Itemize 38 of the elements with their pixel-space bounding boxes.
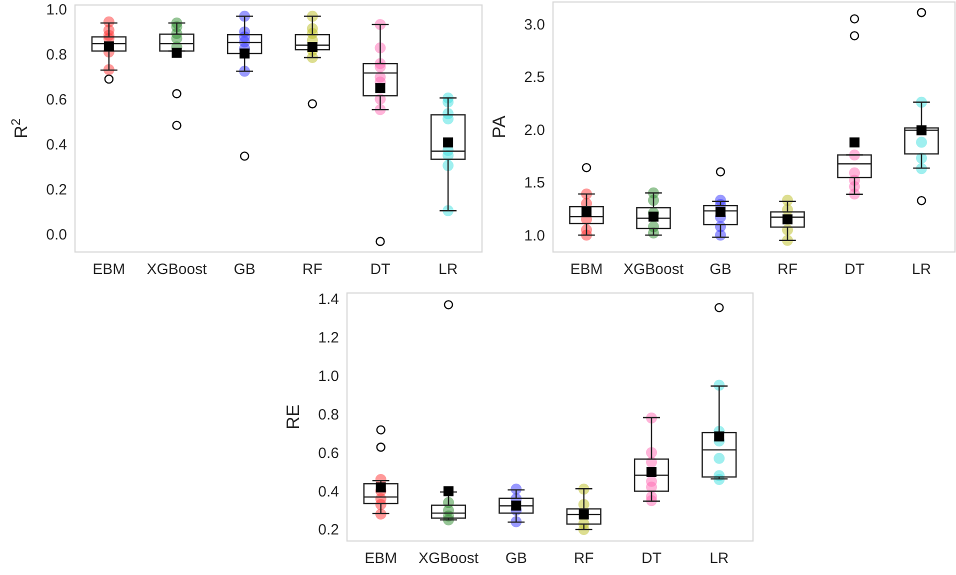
y-tick-label: 0.2: [318, 522, 339, 539]
y-tick-label: 1.0: [46, 2, 67, 19]
x-tick-label: XGBoost: [418, 550, 480, 567]
y-tick-label: 0.0: [46, 226, 67, 244]
y-tick-label: 1.4: [318, 291, 339, 308]
y-tick-label: 0.8: [318, 406, 339, 424]
x-tick-label: LR: [438, 261, 458, 278]
x-tick-label: DT: [844, 261, 864, 278]
x-tick-label: RF: [302, 261, 322, 278]
y-tick-label: 1.5: [524, 174, 545, 192]
y-tick-label: 0.6: [318, 444, 339, 462]
y-tick-label: 0.2: [46, 181, 67, 198]
y-axis-title: RE: [283, 404, 303, 430]
x-tick-label: XGBoost: [623, 261, 684, 278]
y-tick-label: 2.5: [524, 69, 545, 86]
x-tick-label: LR: [710, 550, 729, 567]
x-tick-label: EBM: [364, 550, 398, 567]
y-tick-label: 3.0: [524, 16, 545, 34]
y-tick-label: 0.6: [46, 92, 67, 109]
x-tick-label: LR: [912, 261, 932, 278]
y-tick-label: 0.4: [46, 136, 67, 154]
x-tick-label: GB: [710, 261, 732, 278]
x-tick-label: DT: [370, 261, 390, 278]
x-tick-label: EBM: [92, 261, 126, 278]
y-tick-label: 0.4: [318, 483, 339, 500]
y-tick-label: 1.0: [524, 227, 545, 244]
x-tick-label: RF: [778, 261, 798, 278]
x-tick-label: XGBoost: [146, 261, 208, 278]
y-axis-title: PA: [489, 116, 509, 138]
x-tick-label: DT: [642, 550, 662, 567]
y-tick-label: 1.0: [318, 368, 339, 385]
x-tick-label: EBM: [570, 261, 603, 278]
x-tick-label: RF: [574, 550, 594, 567]
y-tick-label: 2.0: [524, 122, 545, 139]
x-tick-label: GB: [234, 261, 256, 278]
y-tick-label: 1.2: [318, 329, 339, 346]
x-tick-label: GB: [505, 550, 528, 567]
y-tick-label: 0.8: [46, 46, 67, 64]
